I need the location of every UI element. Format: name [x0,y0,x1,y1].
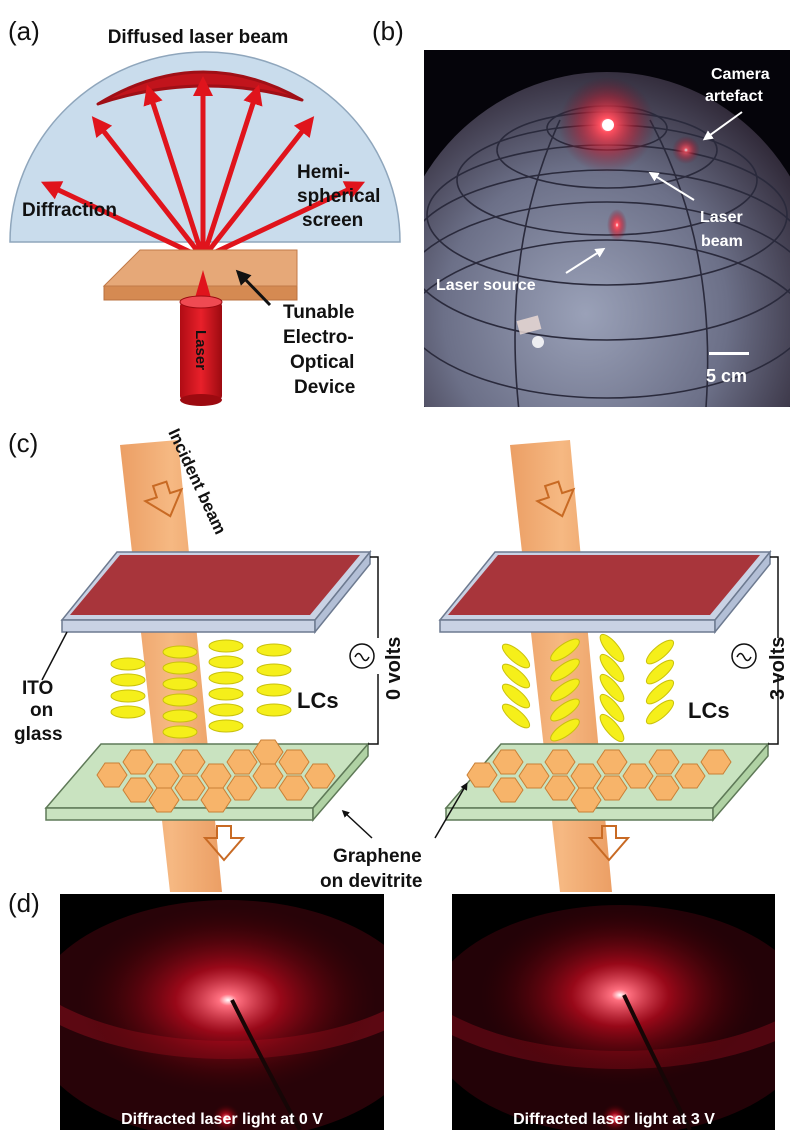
ray-5 [200,84,263,261]
laser-beam-label-1: Laser [700,209,743,226]
scale-bar [709,352,749,355]
screen-label-1: Hemi- [297,162,350,183]
lcs-label-right: LCs [688,698,730,723]
wire-right-bottom [768,674,779,745]
panel-a-letter: (a) [8,16,40,46]
wire-left-bottom [368,674,379,745]
laser-beam-up [195,270,211,298]
camera-artefact-label-2: artefact [705,88,763,105]
ito-label-2: on [30,700,53,721]
graphene-arrow-right [434,782,468,839]
screen-label-3: screen [302,210,363,231]
laser-source: Laser [179,295,223,406]
device-3v: LCs [438,440,789,892]
ray-7 [200,181,366,261]
ito-glass-top-left [60,549,372,635]
device-label-3: Optical [290,352,354,373]
panel-b-letter: (b) [372,16,404,46]
diffused-beam-arc [96,70,304,106]
caption-left: Diffracted laser light at 0 V [121,1111,323,1128]
diffraction-rays [40,76,366,261]
wire-left-top [370,556,379,638]
diffraction-glow-left [78,905,378,1095]
graphene-arrow-left [341,809,373,839]
screen-label-2: spherical [297,186,380,207]
ito-label-1: ITO [22,678,53,699]
device-label-1: Tunable [283,302,354,323]
panel-d-letter: (d) [8,888,40,918]
graphene-hexagons-left [96,739,336,813]
laser-source-spot [607,209,627,241]
diffused-beam-label: Diffused laser beam [108,27,289,48]
device-0v: Incident beam LCs [44,426,405,892]
laser-source-arrow [565,247,606,274]
panel-a: (a) Diffused laser beam Diffraction Hemi… [8,16,401,406]
camera-artefact-spot [672,136,700,164]
device-label-4: Device [294,377,355,398]
panel-c-letter: (c) [8,428,38,458]
ray-3 [143,84,206,261]
ray-6 [200,116,315,261]
ito-glass-top-right [438,549,772,635]
panel-d: (d) Diffracted laser light at 0 V Diffra… [8,888,775,1130]
laser-beam-arrow [648,171,695,201]
wire-right-top [770,556,779,638]
panel-b: (b) Camera artefact Lase [372,16,790,407]
device-pointer-arrow [235,269,272,307]
ito-label-3: glass [14,724,63,745]
ray-2 [91,116,206,261]
beam-arrow-left-top [142,480,184,518]
liquid-crystals-right [501,633,675,743]
graphene-label-1: Graphene [333,846,422,867]
ray-1 [40,181,206,261]
camera-artefact-arrow [702,111,743,141]
device-label-2: Electro- [283,327,354,348]
liquid-crystals-left [110,639,292,739]
graphene-hexagons-right [466,749,732,813]
laser-source-label: Laser source [436,277,536,294]
laser-label: Laser [192,330,209,370]
diffraction-glow-right [480,905,760,1085]
ito-pointer-line [41,631,68,681]
beam-arrow-right-bottom [587,825,631,862]
volts-label-left: 0 volts [383,637,405,700]
diffraction-label: Diffraction [22,200,117,221]
beam-arrow-left-bottom [202,825,246,862]
lcs-label-left: LCs [297,688,339,713]
camera-artefact-label-1: Camera [711,66,770,83]
volts-label-right: 3 volts [767,637,789,700]
graphene-label-2: on devitrite [320,871,422,892]
photo-b [424,72,790,407]
laser-beam-label-2: beam [701,233,743,250]
caption-right: Diffracted laser light at 3 V [513,1111,715,1128]
scale-bar-label: 5 cm [706,366,747,386]
beam-arrow-right-top [534,480,576,518]
panel-c: (c) Incident beam LCs [8,426,789,892]
